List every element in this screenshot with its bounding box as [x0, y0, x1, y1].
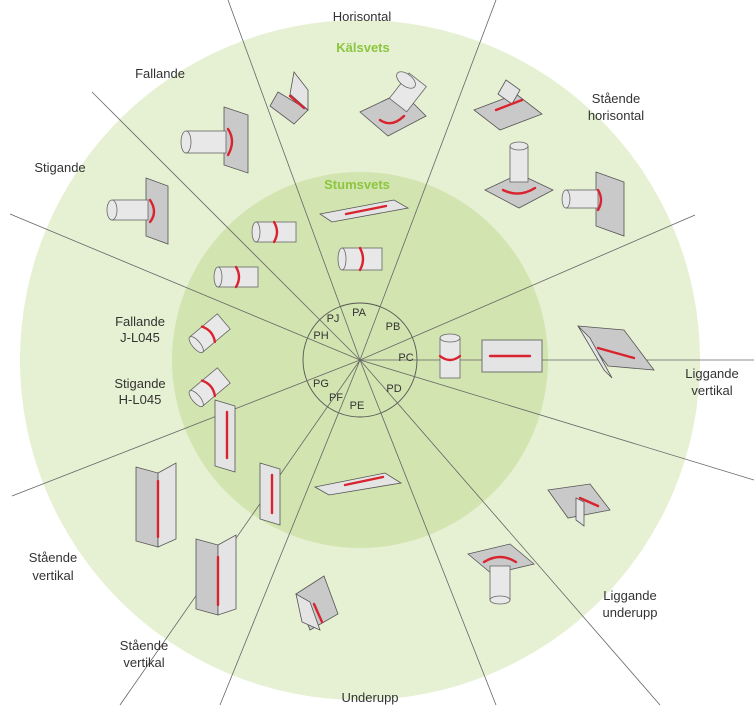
label-staende-vertikal-a-line2: vertikal	[32, 568, 73, 583]
fillet-weld-staende-vertikal-a-icon	[135, 462, 177, 548]
label-staende-vertikal-a-line1: Stående	[29, 550, 77, 565]
butt-weld-pa-plate-icon	[318, 199, 410, 223]
fillet-weld-staende-horisontal-pipe-icon	[484, 141, 554, 209]
butt-weld-pipe-pa-icon	[337, 246, 383, 272]
butt-weld-pipe-ph-icon	[213, 265, 259, 289]
radial-divider-line	[359, 359, 661, 706]
label-stigande: Stigande	[34, 160, 85, 175]
label-underupp: Underupp	[341, 690, 398, 705]
fillet-weld-horisontal-tee-icon	[269, 71, 309, 125]
fillet-weld-stigande-pipe-icon	[106, 177, 169, 245]
radial-divider-line	[359, 359, 497, 706]
position-code-pa: PA	[352, 307, 367, 319]
butt-weld-pf-plate-left-icon	[214, 399, 236, 473]
butt-weld-pf-plate-right-icon	[259, 462, 281, 526]
label-staende-vertikal-b-line1: Stående	[120, 638, 168, 653]
radial-divider-line	[11, 359, 361, 497]
radial-dividers	[9, 0, 754, 706]
radial-divider-line	[359, 214, 696, 361]
radial-divider-line	[9, 213, 361, 361]
position-code-pb: PB	[386, 321, 401, 333]
label-fallande: Fallande	[135, 66, 185, 81]
radial-divider-line	[91, 91, 361, 361]
label-staende-horisontal-line2: horisontal	[588, 108, 644, 123]
position-code-ph: PH	[313, 330, 328, 342]
label-liggande-vertikal-line1: Liggande	[685, 366, 739, 381]
label-fallande-j-l045-line2: J-L045	[120, 330, 160, 345]
radial-divider-line	[359, 359, 754, 481]
position-code-pc: PC	[398, 352, 413, 364]
label-fallande-j-l045-line1: Fallande	[115, 314, 165, 329]
radial-divider-line	[119, 359, 361, 706]
label-liggande-underupp-line1: Liggande	[603, 588, 657, 603]
fillet-weld-staende-horisontal-tee-icon	[473, 79, 543, 131]
label-horisontal: Horisontal	[333, 9, 392, 24]
radial-divider-line	[359, 0, 497, 361]
radial-divider-line	[219, 359, 361, 706]
position-code-pj: PJ	[327, 313, 340, 325]
fillet-weld-liggande-underupp-pipe-icon	[467, 543, 535, 605]
fillet-weld-fallande-pipe-icon	[180, 106, 249, 174]
fillet-weld-horisontal-pipe-icon	[359, 71, 427, 137]
label-stigande-h-l045-line1: Stigande	[114, 376, 165, 391]
label-stigande-h-l045-line2: H-L045	[119, 392, 162, 407]
butt-weld-plate-pc-icon	[481, 339, 543, 373]
position-code-pe: PE	[350, 400, 365, 412]
butt-weld-pe-plate-icon	[313, 472, 403, 496]
position-code-pd: PD	[386, 383, 401, 395]
inner-ring-title: Stumsvets	[324, 177, 390, 192]
label-staende-vertikal-b-line2: vertikal	[123, 655, 164, 670]
butt-weld-pipe-j-l045-icon	[188, 313, 231, 354]
label-liggande-underupp-line2: underupp	[603, 605, 658, 620]
fillet-weld-liggande-vertikal-icon	[577, 325, 655, 379]
label-staende-horisontal-line1: Stående	[592, 91, 640, 106]
butt-weld-pipe-pj-icon	[251, 220, 297, 244]
label-liggande-vertikal-line2: vertikal	[691, 383, 732, 398]
fillet-weld-staende-vertikal-b-icon	[195, 534, 237, 616]
fillet-weld-liggande-underupp-tee-icon	[547, 483, 611, 527]
fillet-weld-underupp-icon	[295, 575, 339, 631]
butt-weld-pipe-h-l045-icon	[188, 367, 231, 408]
outer-ring-title: Kälsvets	[336, 40, 389, 55]
fillet-weld-staende-horisontal-pipe-wall-icon	[561, 171, 625, 237]
radial-divider-line	[227, 0, 361, 361]
butt-weld-pipe-pc-icon	[438, 333, 462, 379]
position-code-pf: PF	[329, 392, 343, 404]
position-code-pg: PG	[313, 378, 329, 390]
